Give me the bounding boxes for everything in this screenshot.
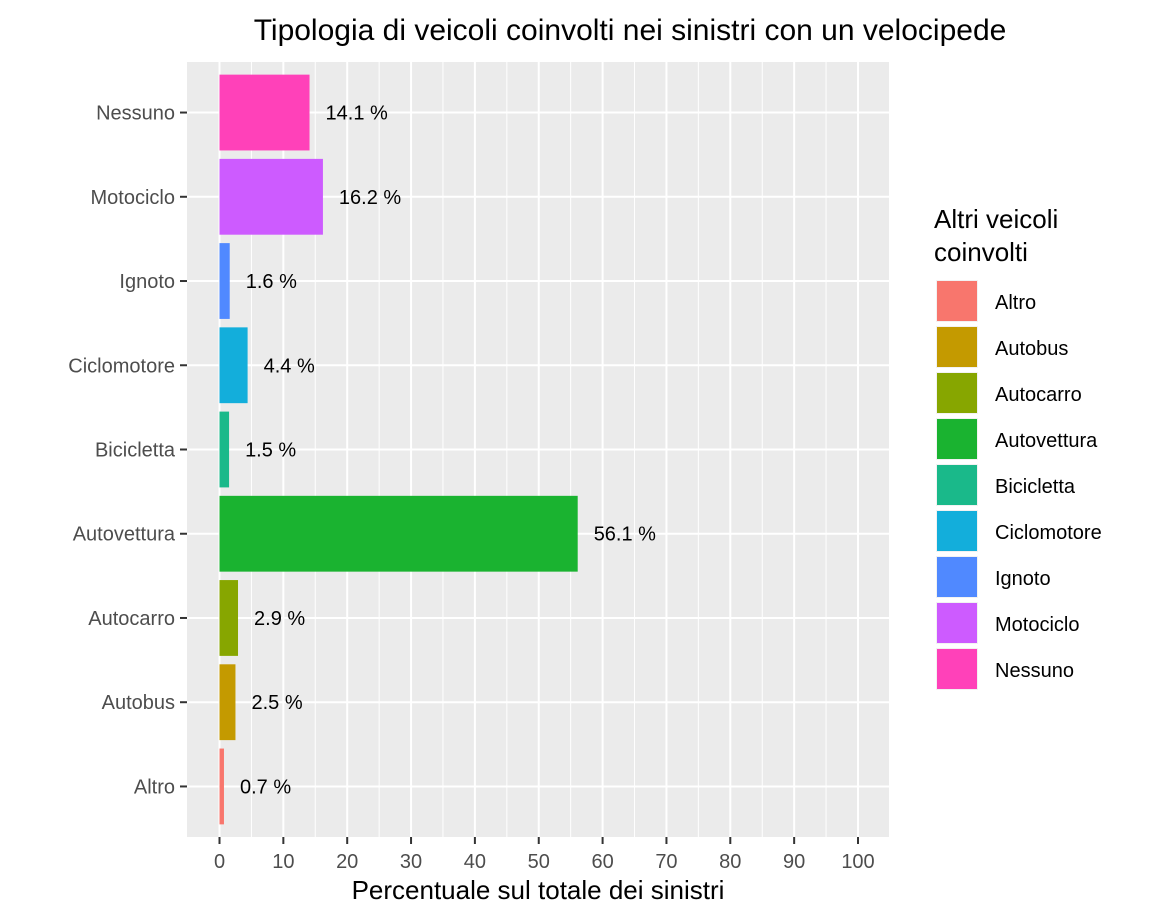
bar-autovettura bbox=[219, 495, 578, 572]
y-tick-label: Autocarro bbox=[88, 608, 175, 630]
legend-label-bicicletta: Bicicletta bbox=[995, 476, 1076, 498]
legend-label-autocarro: Autocarro bbox=[995, 384, 1082, 406]
x-axis-title: Percentuale sul totale dei sinistri bbox=[352, 875, 725, 905]
legend-label-ciclomotore: Ciclomotore bbox=[995, 522, 1102, 544]
x-tick-label: 10 bbox=[272, 851, 294, 873]
legend: Altri veicoli coinvolti Altro Autobus Autoc… bbox=[934, 204, 1102, 690]
legend-swatch-autovettura bbox=[937, 419, 977, 459]
bar-autobus bbox=[219, 664, 236, 741]
y-tick-label: Ignoto bbox=[119, 271, 175, 293]
x-tick-label: 30 bbox=[400, 851, 422, 873]
x-tick-label: 20 bbox=[336, 851, 358, 873]
y-tick-label: Ciclomotore bbox=[68, 355, 175, 377]
data-label-autobus: 2.5 % bbox=[251, 692, 302, 714]
y-axis: Altro Autobus Autocarro Autovettura Biciclet… bbox=[68, 103, 187, 798]
data-label-autovettura: 56.1 % bbox=[594, 524, 656, 546]
legend-label-autovettura: Autovettura bbox=[995, 430, 1098, 452]
legend-label-ignoto: Ignoto bbox=[995, 568, 1051, 590]
x-tick-label: 70 bbox=[655, 851, 677, 873]
x-tick-label: 80 bbox=[719, 851, 741, 873]
legend-swatch-altro bbox=[937, 281, 977, 321]
data-label-motociclo: 16.2 % bbox=[339, 187, 401, 209]
y-tick-label: Motociclo bbox=[91, 187, 175, 209]
bars-group bbox=[219, 74, 578, 825]
x-tick-label: 0 bbox=[214, 851, 225, 873]
x-tick-label: 60 bbox=[591, 851, 613, 873]
legend-label-nessuno: Nessuno bbox=[995, 660, 1074, 682]
legend-swatch-ciclomotore bbox=[937, 511, 977, 551]
bar-ignoto bbox=[219, 243, 230, 319]
x-tick-label: 90 bbox=[783, 851, 805, 873]
data-label-ciclomotore: 4.4 % bbox=[264, 355, 315, 377]
legend-swatch-autobus bbox=[937, 327, 977, 367]
data-label-autocarro: 2.9 % bbox=[254, 608, 305, 630]
bar-motociclo bbox=[219, 158, 323, 235]
legend-title: Altri veicoli coinvolti bbox=[934, 204, 1058, 267]
legend-label-autobus: Autobus bbox=[995, 338, 1068, 360]
bar-nessuno bbox=[219, 74, 310, 151]
y-tick-label: Autobus bbox=[102, 692, 175, 714]
y-tick-label: Bicicletta bbox=[95, 440, 176, 462]
legend-label-motociclo: Motociclo bbox=[995, 614, 1079, 636]
x-tick-label: 50 bbox=[528, 851, 550, 873]
x-tick-label: 40 bbox=[464, 851, 486, 873]
data-label-ignoto: 1.6 % bbox=[246, 271, 297, 293]
x-tick-label: 100 bbox=[841, 851, 874, 873]
legend-items: Altro Autobus Autocarro Autovettura Biciclet… bbox=[936, 280, 1102, 690]
x-axis: 0 10 20 30 40 50 60 70 80 90 100 bbox=[214, 837, 875, 873]
bar-autocarro bbox=[219, 580, 239, 656]
legend-swatch-nessuno bbox=[937, 649, 977, 689]
bar-bicicletta bbox=[219, 411, 230, 488]
chart-title: Tipologia di veicoli coinvolti nei sinis… bbox=[254, 14, 1007, 47]
bar-ciclomotore bbox=[219, 327, 248, 404]
data-label-nessuno: 14.1 % bbox=[326, 103, 388, 125]
legend-swatch-ignoto bbox=[937, 557, 977, 597]
data-label-bicicletta: 1.5 % bbox=[245, 440, 296, 462]
y-tick-label: Nessuno bbox=[96, 103, 175, 125]
bar-labels-group: 0.7 % 2.5 % 2.9 % 56.1 % 1.5 % 4.4 % 1.6 % 16.2… bbox=[240, 103, 656, 799]
y-tick-label: Altro bbox=[134, 776, 175, 798]
y-tick-label: Autovettura bbox=[73, 524, 176, 546]
legend-swatch-motociclo bbox=[937, 603, 977, 643]
legend-label-altro: Altro bbox=[995, 292, 1036, 314]
legend-swatch-bicicletta bbox=[937, 465, 977, 505]
data-label-altro: 0.7 % bbox=[240, 776, 291, 798]
bar-altro bbox=[219, 748, 224, 825]
legend-swatch-autocarro bbox=[937, 373, 977, 413]
